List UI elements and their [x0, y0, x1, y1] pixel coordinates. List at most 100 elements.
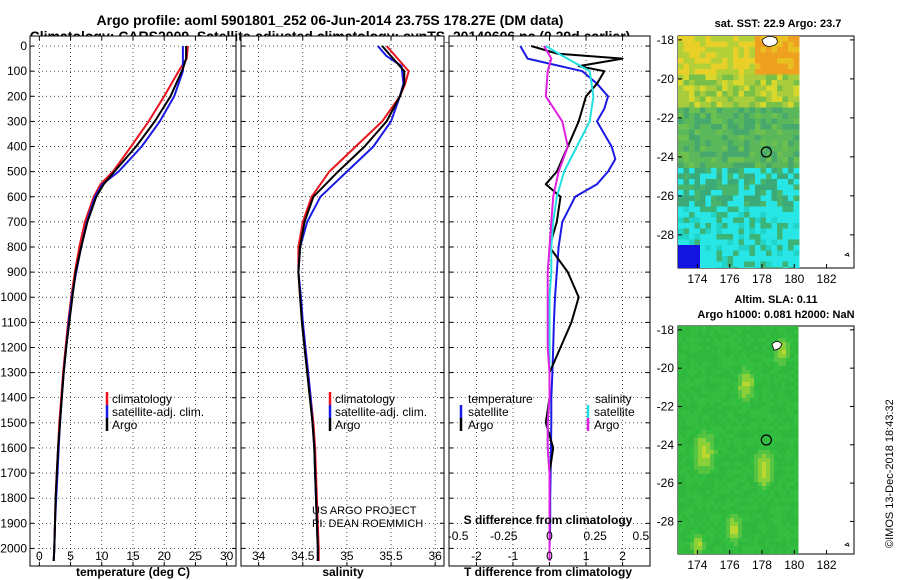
sst-map-cell [771, 146, 778, 152]
sla-map-cell [778, 462, 783, 467]
sla-map-cell [714, 410, 719, 415]
sla-map-cell [686, 350, 691, 355]
sst-map-cell [782, 162, 789, 169]
sla-map-cell [718, 386, 723, 391]
pi-credit: PI: DEAN ROEMMICH [312, 518, 423, 530]
sla-map-cell [750, 546, 755, 551]
sla-map-cell [778, 442, 783, 447]
sla-map-cell [714, 406, 719, 411]
sla-map-cell [714, 326, 719, 331]
sla-map-cell [694, 478, 699, 483]
sst-map-cell [700, 179, 706, 185]
sst-map-cell [727, 157, 734, 163]
sla-map-cell [778, 374, 783, 379]
sst-map-cell [766, 239, 772, 246]
sst-map-cell [749, 168, 756, 174]
sst-map-cell [793, 250, 800, 257]
sla-map-cell [682, 430, 687, 435]
sla-map-cell [762, 358, 767, 363]
sst-map-cell [722, 201, 728, 207]
sst-map-cell [744, 206, 750, 213]
sst-map-cell [755, 168, 761, 174]
sla-map-cell [758, 478, 763, 483]
sst-map-cell [760, 96, 767, 103]
sla-map-cell [694, 550, 699, 554]
temperature-xtick-label: 25 [189, 549, 203, 563]
sst-map-cell [711, 206, 717, 213]
sla-map-cell [698, 514, 703, 519]
sla-map-cell [762, 398, 767, 403]
sst-map-cell [689, 190, 695, 196]
sst-map-cell [705, 212, 712, 218]
sla-map-cell [774, 538, 779, 543]
sla-map-cell [682, 434, 687, 439]
sla-map-cell [774, 434, 779, 439]
sla-map-cell [742, 354, 747, 359]
sst-map-cell [766, 118, 772, 125]
sla-map-cell [734, 358, 739, 363]
sst-map-cell [689, 173, 695, 180]
sla-map-cell [678, 406, 683, 411]
sla-map-cell [786, 470, 791, 475]
sst-map-cell [755, 58, 761, 64]
temperature-xtick-label: 20 [158, 549, 172, 563]
sla-map-cell [686, 342, 691, 347]
sla-map-cell [774, 454, 779, 459]
sla-map-cell [734, 470, 739, 475]
sla-map-cell [778, 526, 783, 531]
sla-map-cell [754, 386, 759, 391]
sla-map-cell [794, 502, 799, 507]
sla-map-cell [690, 518, 695, 523]
sla-map-cell [702, 506, 707, 511]
sla-map-cell [714, 518, 719, 523]
sla-map-cell [722, 382, 727, 387]
sst-map-lat-tick-label: -20 [657, 72, 675, 86]
sst-map-cell [711, 47, 717, 53]
sla-map-cell [766, 350, 771, 355]
sla-map-cell [790, 378, 795, 383]
sla-map-cell [762, 458, 767, 463]
sst-map-cell [749, 261, 756, 268]
sst-map-cell [782, 256, 789, 262]
sla-map-cell [718, 442, 723, 447]
sla-map-cell [682, 498, 687, 503]
sla-map-cell [710, 414, 715, 419]
sst-map-cell [782, 157, 789, 163]
sla-map-cell [766, 538, 771, 543]
sla-map-cell [778, 358, 783, 363]
sla-map-cell [782, 354, 787, 359]
sla-map-cell [686, 334, 691, 339]
sla-map-cell [718, 378, 723, 383]
sla-map-cell [774, 366, 779, 371]
sla-map-cell [754, 546, 759, 551]
sla-map-cell [774, 398, 779, 403]
sla-map-cell [738, 466, 743, 471]
sst-map-cell [738, 85, 745, 92]
sla-map-cell [710, 426, 715, 431]
sla-map-cell [758, 338, 763, 343]
sla-map-cell [774, 430, 779, 435]
sla-map-cell [778, 354, 783, 359]
sla-map-cell [758, 422, 763, 427]
sla-map-cell [742, 382, 747, 387]
sla-map-cell [766, 510, 771, 515]
sla-map-cell [762, 418, 767, 423]
sst-map-cell [694, 184, 701, 191]
sla-map-cell [710, 422, 715, 427]
sla-map-cell [730, 382, 735, 387]
sla-map-cell [762, 502, 767, 507]
sst-map-cell [749, 151, 756, 158]
sla-map-cell [774, 446, 779, 451]
sla-map-cell [678, 430, 683, 435]
sla-map-cell [734, 522, 739, 527]
sla-map-cell [714, 514, 719, 519]
sla-map-cell [726, 458, 731, 463]
sst-map-cell [793, 162, 800, 169]
sla-map-cell [766, 366, 771, 371]
sla-map-cell [682, 374, 687, 379]
difference-xtick-label: -1 [508, 549, 519, 563]
sla-map-cell [726, 470, 731, 475]
sla-map-cell [698, 426, 703, 431]
sla-map-cell [794, 386, 799, 391]
sla-map-cell [762, 334, 767, 339]
